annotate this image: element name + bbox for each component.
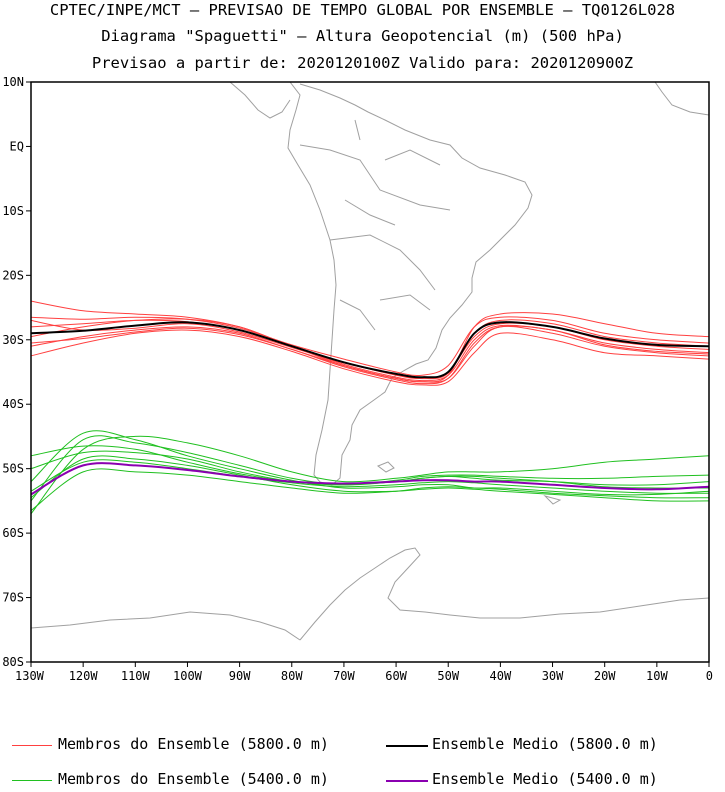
- lat-tick-label-3: 20S: [2, 268, 24, 282]
- lon-tick-label-3: 100W: [173, 669, 203, 683]
- title-line-1: CPTEC/INPE/MCT — PREVISAO DE TEMPO GLOBA…: [49, 1, 676, 19]
- member-line-5400-3: [31, 430, 709, 496]
- title-line-3: Previsao a partir de: 2020120100Z Valido…: [91, 54, 634, 72]
- members-5400-layer: [31, 430, 709, 515]
- legend-label-mean-5400: Ensemble Medio (5400.0 m): [432, 770, 658, 788]
- member-line-5800-2: [31, 316, 709, 377]
- south-georgia-coastline: [543, 495, 562, 505]
- lat-tick-label-4: 30S: [2, 333, 24, 347]
- lat-tick-label-2: 10S: [2, 204, 24, 218]
- title-line-2: Diagrama "Spaguetti" — Altura Geopotenci…: [101, 27, 624, 45]
- lat-tick-label-9: 80S: [2, 655, 24, 669]
- member-line-5800-5: [31, 329, 709, 386]
- member-line-5400-5: [31, 468, 709, 512]
- lon-tick-label-6: 70W: [333, 669, 355, 683]
- lat-tick-label-8: 70S: [2, 591, 24, 605]
- member-line-5800-8: [31, 325, 709, 385]
- legend-swatch-members-5800: [12, 745, 52, 746]
- lon-tick-label-1: 120W: [69, 669, 99, 683]
- lon-tick-label-8: 50W: [437, 669, 459, 683]
- lat-tick-label-5: 40S: [2, 397, 24, 411]
- falklands-coastline: [376, 461, 395, 473]
- member-line-5400-6: [31, 450, 709, 486]
- lon-tick-label-9: 40W: [490, 669, 512, 683]
- lon-tick-label-5: 80W: [281, 669, 303, 683]
- legend-swatch-mean-5400: [386, 780, 428, 782]
- antarctica-west-coastline: [31, 611, 301, 641]
- lon-tick-label-0: 130W: [15, 669, 45, 683]
- mean-line-5400: [31, 462, 709, 496]
- legend-label-mean-5800: Ensemble Medio (5800.0 m): [432, 735, 658, 753]
- africa-coastline: [654, 82, 709, 116]
- member-line-5400-7: [31, 459, 709, 494]
- legend-label-members-5800: Membros do Ensemble (5800.0 m): [58, 735, 329, 753]
- central-america-coastline: [229, 82, 291, 119]
- member-line-5800-6: [31, 319, 709, 381]
- plot-frame: [30, 81, 710, 663]
- lat-tick-label-7: 60S: [2, 526, 24, 540]
- coastline-layer: [31, 82, 709, 641]
- legend-swatch-members-5400: [12, 780, 52, 781]
- lon-tick-label-11: 20W: [594, 669, 616, 683]
- lon-tick-label-2: 110W: [121, 669, 151, 683]
- legend-swatch-mean-5800: [386, 745, 428, 747]
- member-line-5800-7: [31, 319, 709, 380]
- south-america-borders: [299, 119, 451, 331]
- lon-tick-label-10: 30W: [542, 669, 564, 683]
- lon-tick-label-13: 0: [706, 669, 713, 683]
- member-line-5400-1: [31, 435, 709, 515]
- lon-tick-label-4: 90W: [229, 669, 251, 683]
- ensemble-mean-layer: [31, 321, 709, 496]
- legend-label-members-5400: Membros do Ensemble (5400.0 m): [58, 770, 329, 788]
- member-line-5400-4: [31, 455, 709, 502]
- antarctic-peninsula-coastline: [299, 547, 709, 641]
- members-5800-layer: [31, 300, 709, 386]
- mean-line-5800: [31, 321, 709, 379]
- member-line-5800-4: [31, 325, 709, 383]
- lon-tick-label-7: 60W: [385, 669, 407, 683]
- lat-tick-label-0: 10N: [2, 75, 24, 89]
- lat-tick-label-1: EQ: [10, 139, 24, 153]
- lat-tick-label-6: 50S: [2, 462, 24, 476]
- lon-tick-label-12: 10W: [646, 669, 668, 683]
- south-america-coastline: [287, 82, 533, 486]
